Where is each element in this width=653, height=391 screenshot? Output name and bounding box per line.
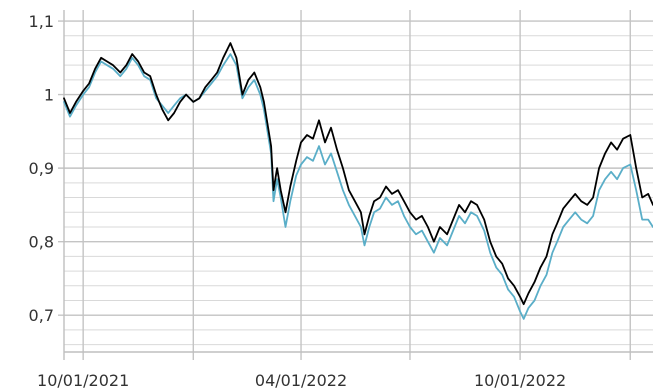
x-axis-ticks: 10/01/2021 04/01/2022 10/01/2022: [37, 371, 566, 390]
y-tick-label: 0,8: [29, 233, 54, 252]
series-line-0: [63, 42, 653, 306]
minor-gridlines: [64, 20, 653, 346]
major-gridlines: [58, 10, 653, 360]
y-tick-label: 1,1: [29, 12, 54, 31]
y-axis-ticks: 0,7 0,8 0,9 1 1,1: [29, 12, 54, 325]
y-tick-label: 0,9: [29, 159, 54, 178]
series-layer: [63, 42, 653, 320]
x-tick-label: 04/01/2022: [255, 371, 347, 390]
x-tick-label: 10/01/2021: [37, 371, 129, 390]
x-tick-label: 10/01/2022: [474, 371, 566, 390]
y-tick-label: 0,7: [29, 306, 54, 325]
series-line-1: [63, 53, 653, 320]
y-tick-label: 1: [44, 86, 54, 105]
